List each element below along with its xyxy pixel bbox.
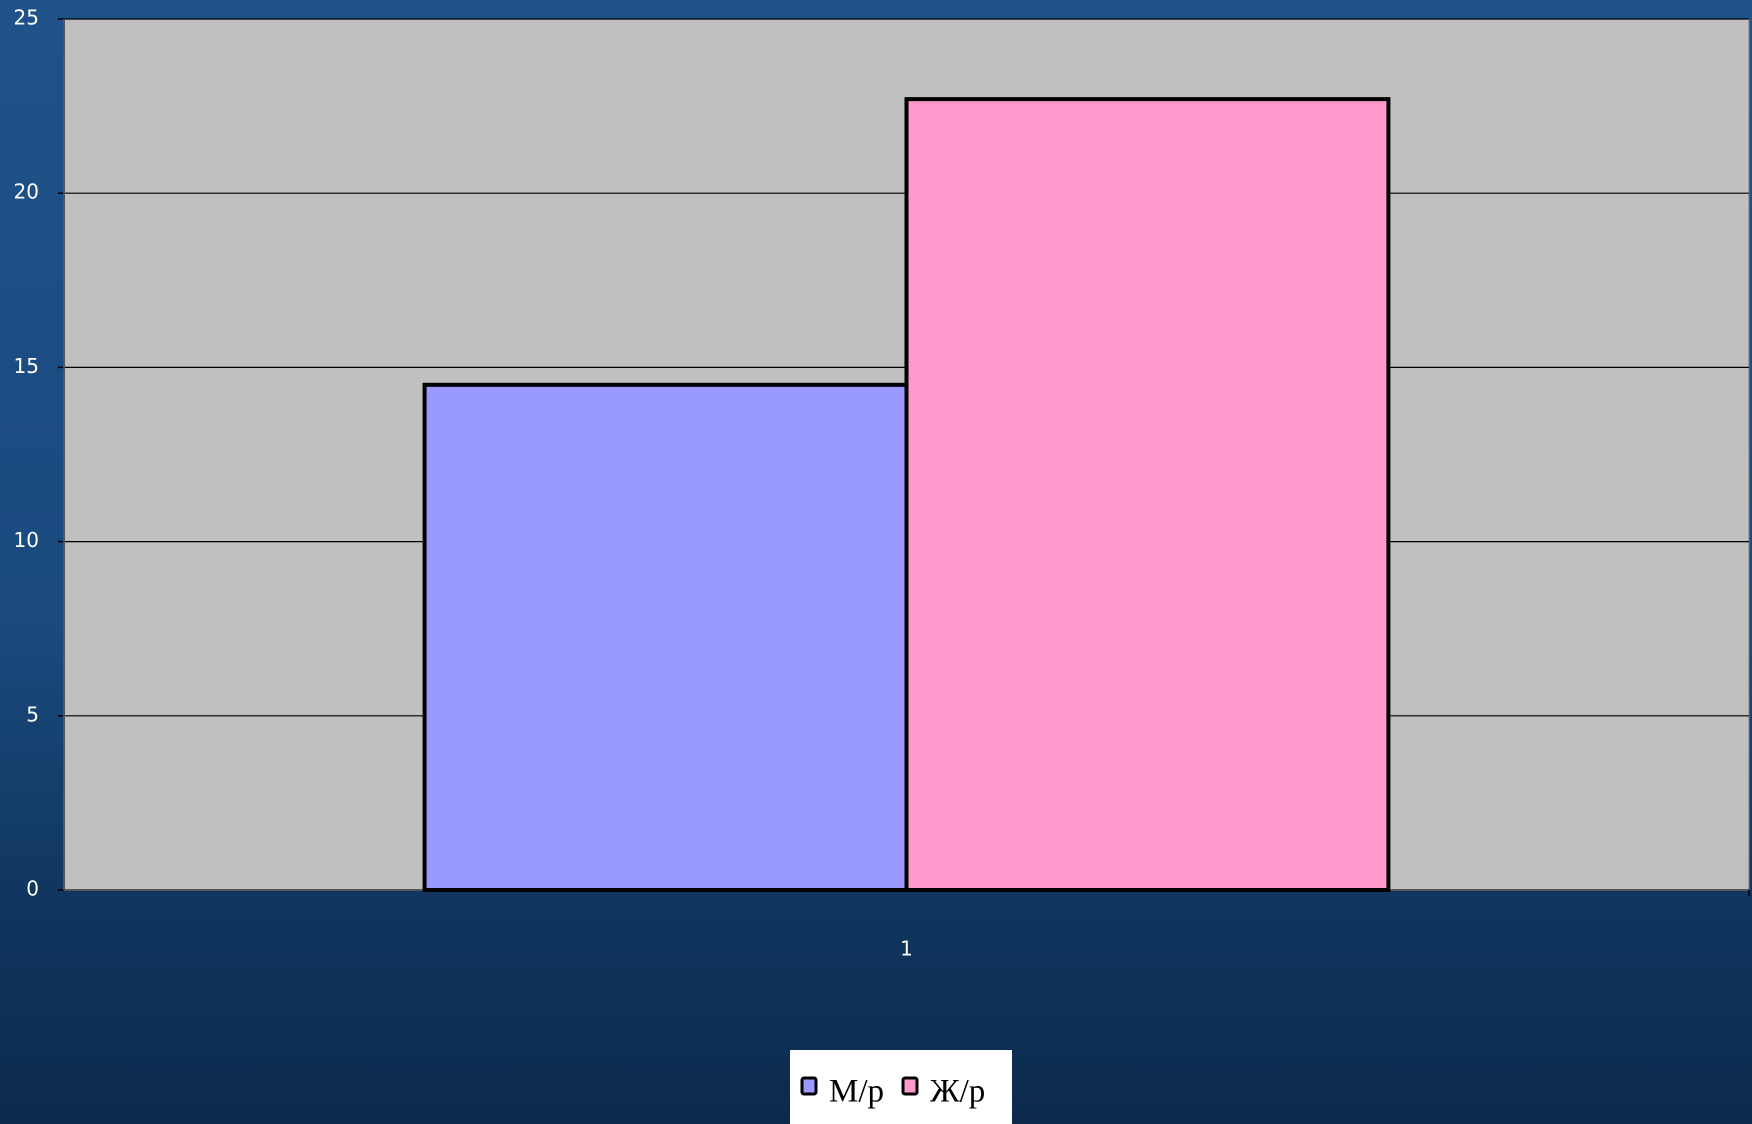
legend-label: М/р [829,1074,884,1110]
legend-box [790,1050,1012,1124]
bar [422,382,909,892]
y-tick-label: 20 [14,180,39,204]
y-tick-label: 10 [14,528,39,552]
x-tick-label: 1 [900,937,913,961]
bar [904,97,1391,892]
y-tick-label: 0 [26,877,39,901]
legend-label: Ж/р [930,1074,985,1110]
y-tick-label: 5 [26,702,39,726]
legend-marker [901,1076,919,1096]
y-tick-label: 25 [14,6,39,30]
y-tick-label: 15 [14,354,39,378]
legend-marker [800,1076,818,1096]
